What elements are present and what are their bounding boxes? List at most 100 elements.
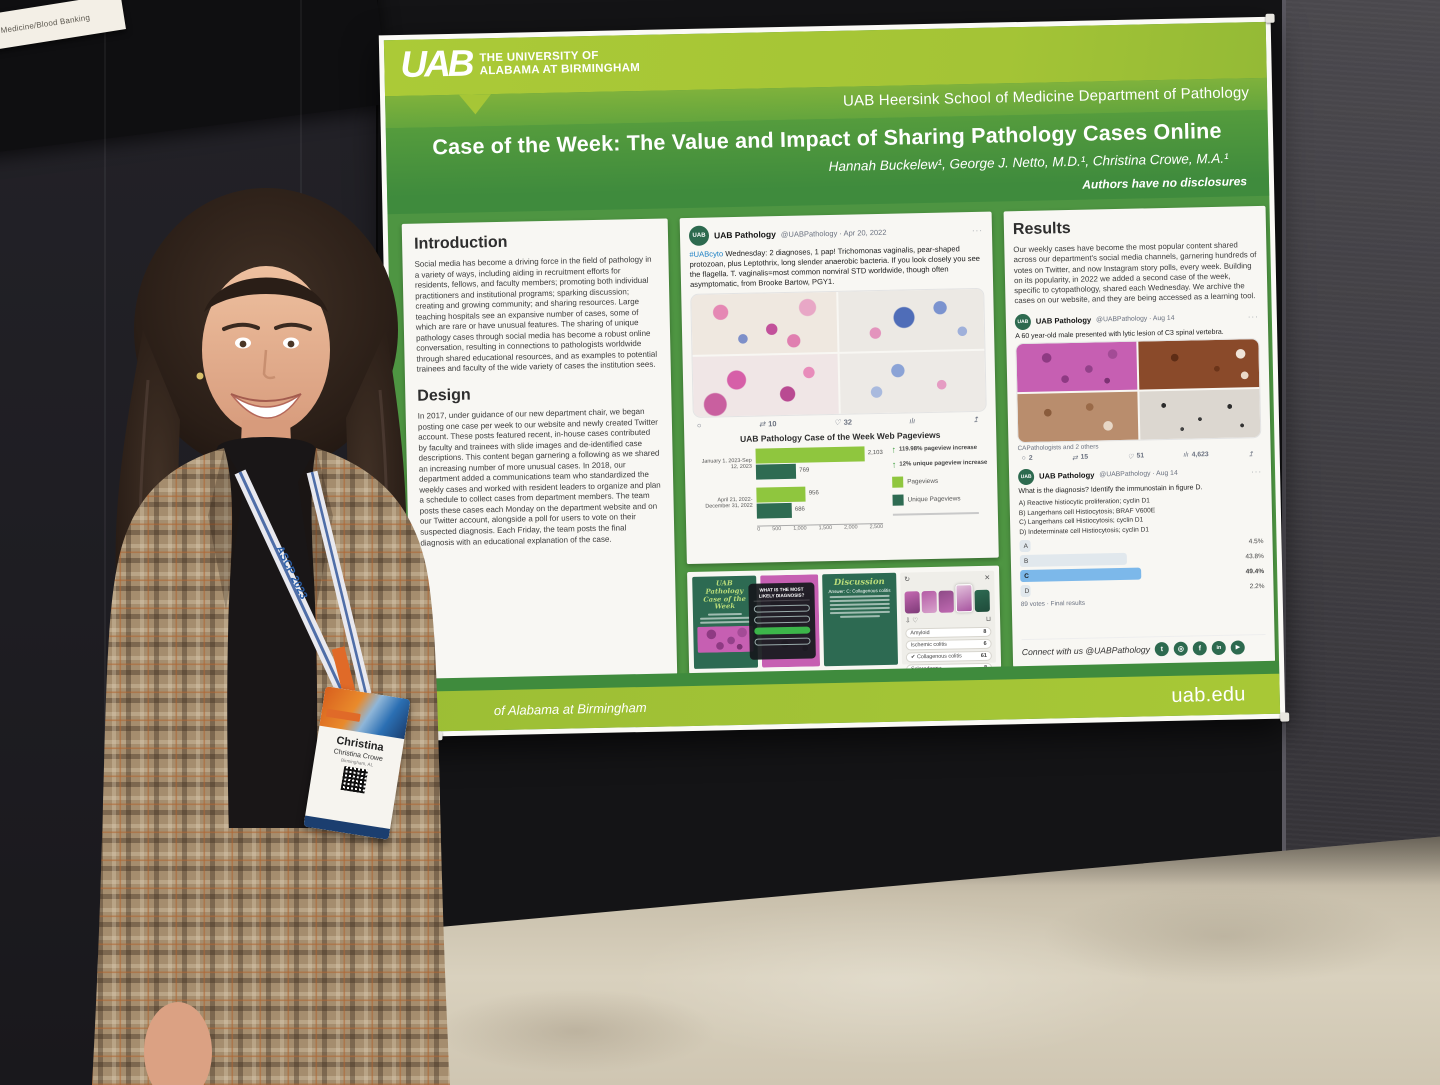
poll-bar-row: B 43.8%: [1019, 550, 1264, 568]
ig-option-count: 61: [980, 652, 987, 659]
microtext-line: [840, 614, 880, 618]
more-icon: ···: [971, 225, 984, 235]
share-icon: ↥: [1247, 451, 1254, 459]
ig-option-count: 8: [983, 628, 987, 635]
earring: [196, 372, 204, 380]
connect-text: Connect with us @UABPathology: [1021, 644, 1151, 658]
poll-option-pill-selected: [754, 626, 811, 636]
more-icon: ···: [1247, 312, 1259, 322]
tweet2-image-grid: [1015, 337, 1262, 444]
cytology-image: [692, 353, 839, 417]
microtext-line: [829, 598, 890, 602]
discussion-card: Discussion Answer: C: Collagenous coliti…: [822, 572, 899, 667]
ig-option-count: 6: [983, 640, 987, 647]
story-thumbnail: [921, 590, 937, 614]
instagram-icon: ◎: [1173, 641, 1189, 656]
tweet1-handle: @UABPathology · Apr 20, 2022: [780, 227, 887, 239]
ig-poll-row-winner: ✔ Collagenous colitis 61: [905, 650, 992, 663]
annotation: 12% unique pageview increase: [899, 459, 988, 468]
cytology-image: [838, 288, 985, 352]
footer-website: uab.edu: [1171, 683, 1246, 707]
tweet1-body: Wednesday: 2 diagnoses, 1 pap! Trichomon…: [689, 244, 981, 289]
poll-pct: 43.8%: [1245, 552, 1264, 561]
download-icon: ⇩: [905, 617, 911, 625]
uab-logo-mark: UAB: [399, 42, 472, 85]
cytology-image: [839, 350, 986, 414]
x-tick: 0: [757, 526, 761, 533]
hashtag: #UABcyto: [689, 249, 724, 259]
reply-icon: ○: [1021, 455, 1026, 463]
university-name-line2: ALABAMA AT BIRMINGHAM: [479, 62, 641, 78]
ig-option-label: Ischemic colitis: [910, 641, 947, 649]
analytics-icon: ılı: [909, 416, 916, 426]
up-arrow-icon: ↑: [891, 459, 897, 470]
like-icon: ♡: [1127, 453, 1134, 461]
badge-qr-code: [340, 766, 369, 794]
case-card-title: UAB Pathology Case of the Week: [703, 579, 746, 611]
microtext-line: [829, 606, 890, 610]
ig-option-label: ✔ Collagenous colitis: [911, 653, 962, 660]
chart-bar-unique: [755, 463, 797, 480]
instagram-story-panel: ↻ ✕ ⇩ ♡ ⊔ Amyloid 8 Ische: [900, 570, 997, 675]
chart-group-2023: January 1, 2023-Sep 12, 2023 2,103 769: [693, 445, 886, 481]
histology-image-C: [1017, 391, 1139, 443]
lapel: [208, 448, 244, 610]
chart-bar-pageviews: [755, 445, 865, 464]
microtext-line: [700, 621, 751, 625]
tweet3-handle: @UABPathology · Aug 14: [1099, 470, 1178, 479]
poll-bar-row: C 49.4%: [1020, 565, 1264, 583]
tweet1-header: UAB UAB Pathology @UABPathology · Apr 20…: [688, 220, 984, 246]
like-icon: ♡: [833, 417, 841, 428]
story-thumbnail-active: [955, 584, 973, 613]
like-count: 32: [843, 417, 853, 427]
retweet-count: 10: [768, 419, 777, 429]
connect-row: Connect with us @UABPathology t ◎ f in ▶: [1021, 633, 1266, 660]
reply-count: 2: [1028, 455, 1033, 463]
case-discussion-card: UAB Pathology Case of the Week WHAT IS T…: [687, 565, 1002, 675]
tweet1-image-collage: [690, 287, 987, 418]
exhibit-wall-right-panel: [1282, 0, 1440, 900]
research-poster: UAB THE UNIVERSITY OF ALABAMA AT BIRMING…: [378, 13, 1290, 741]
bar-value: 769: [799, 467, 810, 474]
tweet1-name: UAB Pathology: [713, 229, 776, 241]
poster-clip: [1265, 13, 1275, 23]
microtext-line: [700, 617, 751, 621]
tweet-chart-card: UAB UAB Pathology @UABPathology · Apr 20…: [679, 211, 999, 565]
logo-tab-triangle: [459, 94, 492, 115]
retweet-icon: ⇄: [1071, 454, 1078, 462]
ig-poll-row: Amyloid 8: [905, 626, 992, 639]
bar-value: 956: [808, 490, 819, 497]
retweet-icon: ⇄: [758, 419, 766, 429]
story-thumbnail: [938, 590, 954, 613]
close-icon: ✕: [984, 574, 991, 582]
chart-annotations: ↑ 119.98% pageview increase ↑ 12% unique p…: [885, 443, 989, 530]
youtube-icon: ▶: [1230, 640, 1246, 655]
diagnosis-poll-overlay: WHAT IS THE MOST LIKELY DIAGNOSIS?: [748, 582, 816, 660]
ig-poll-row: Ischemic colitis 6: [905, 638, 992, 651]
uab-avatar-icon: UAB: [1017, 468, 1035, 486]
eyebrow: [274, 322, 312, 331]
trash-icon: ⊔: [985, 615, 992, 623]
story-thumbnail: [974, 589, 990, 613]
tweet2-handle: @UABPathology · Aug 14: [1096, 315, 1175, 324]
trousers: [220, 828, 332, 1085]
results-body: Our weekly cases have become the most po…: [1013, 240, 1257, 306]
poll-option-pill: [753, 604, 810, 614]
up-arrow-icon: ↑: [891, 444, 897, 455]
twitter-icon: t: [1154, 642, 1170, 657]
x-tick: 1,000: [793, 525, 807, 532]
results-heading: Results: [1012, 219, 1071, 239]
like-count: 51: [1136, 452, 1145, 461]
more-icon: ···: [1250, 467, 1263, 477]
retweet-count: 15: [1080, 454, 1089, 462]
facebook-icon: f: [1192, 641, 1208, 656]
chart-bar-unique: [756, 502, 793, 519]
refresh-icon: ↻: [904, 576, 911, 584]
discussion-heading: Discussion: [833, 575, 885, 588]
histology-image-D: [1139, 388, 1261, 440]
microtext-line: [708, 613, 742, 616]
uab-logo: UAB THE UNIVERSITY OF ALABAMA AT BIRMING…: [399, 42, 641, 85]
tweet2-name: UAB Pathology: [1035, 315, 1092, 326]
x-tick: 2,000: [844, 524, 858, 531]
cytology-image: [691, 291, 838, 355]
